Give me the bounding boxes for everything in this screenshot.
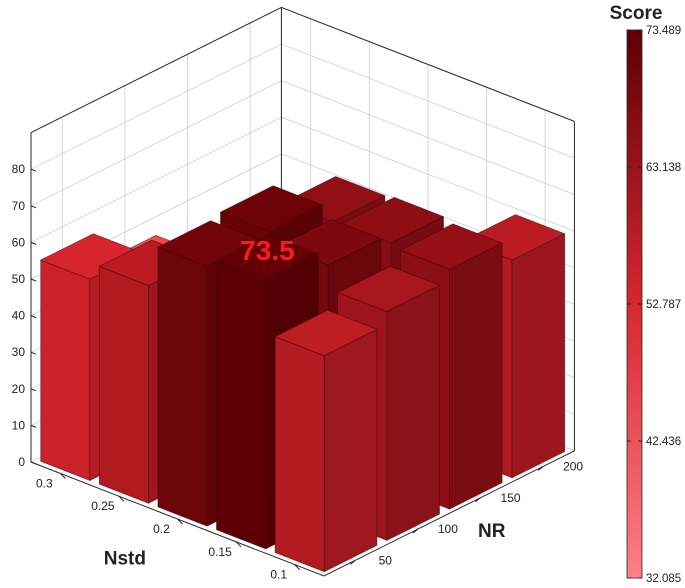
bar-face-front-right	[323, 328, 378, 573]
wall-grid-line	[30, 80, 575, 207]
z-tick-label: 80	[12, 162, 26, 176]
bar-face-front-right	[511, 233, 566, 479]
z-tick-label: 60	[12, 235, 26, 249]
z-tick-label: 40	[12, 309, 26, 323]
z-tick	[30, 168, 37, 172]
plot-area: 73.5 0 10 20 30 40 50 60 70 80 0.1 0.15 0.2 0.25 0.3 Ns…	[12, 6, 583, 582]
nstd-tick-label: 0.25	[91, 499, 115, 513]
z-tick	[30, 205, 37, 209]
z-tick-label: 0	[18, 455, 25, 469]
colorbar-title: Score	[610, 3, 663, 24]
nstd-tick	[59, 473, 66, 479]
peak-annotation: 73.5	[240, 235, 295, 266]
z-tick	[30, 461, 37, 465]
z-tick	[30, 315, 37, 319]
bar-face-top	[399, 223, 503, 270]
bar-nstd-0.1-nr-50	[274, 309, 378, 573]
wall-grid-line	[30, 43, 575, 170]
z-tick	[30, 278, 37, 282]
nstd-tick-label: 0.15	[208, 545, 232, 559]
colorbar-tick-label: 42.436	[646, 436, 681, 448]
nr-tick	[349, 559, 356, 565]
bar-face-front-left	[274, 336, 325, 573]
bar-face-top	[274, 309, 378, 357]
bar-face-front-right	[449, 242, 503, 510]
bar-face-top	[216, 233, 319, 281]
nr-tick	[475, 497, 481, 503]
z-tick-label: 30	[12, 345, 26, 359]
nstd-tick	[118, 495, 125, 502]
z-tick-label: 50	[12, 272, 26, 286]
colorbar-tick-label: 52.787	[646, 299, 681, 311]
z-tick-label: 70	[12, 199, 26, 213]
z-tick-label: 10	[12, 418, 26, 432]
nstd-axis-title: Nstd	[104, 548, 146, 569]
z-tick	[30, 388, 37, 392]
bar-face-front-right	[386, 284, 440, 541]
bar-face-front-left	[40, 259, 91, 481]
nstd-tick-label: 0.2	[153, 522, 170, 536]
colorbar-tick-label: 73.489	[646, 25, 681, 37]
z-tick-label: 20	[12, 382, 26, 396]
nr-tick-label: 50	[379, 553, 393, 567]
bar-face-front-left	[157, 246, 208, 527]
axis-box-outline	[30, 6, 575, 134]
nstd-tick-label: 0.1	[270, 568, 287, 582]
nstd-tick	[294, 564, 301, 570]
nr-tick	[412, 528, 419, 534]
z-tick	[30, 351, 37, 355]
nr-tick-label: 100	[438, 522, 458, 536]
colorbar-tick-label: 63.138	[646, 162, 681, 174]
bar-face-top	[337, 265, 440, 313]
nr-axis-title: NR	[478, 521, 506, 542]
nr-tick-label: 200	[563, 459, 583, 473]
bar-face-front-left	[216, 260, 267, 550]
bar-face-top	[220, 185, 323, 232]
colorbar-tick-label: 32.085	[646, 573, 681, 585]
z-tick	[30, 241, 37, 245]
nr-tick-label: 150	[500, 491, 520, 505]
nstd-tick	[235, 541, 242, 548]
bar-face-front-left	[98, 265, 149, 504]
nr-tick	[537, 466, 544, 471]
nstd-tick	[177, 518, 183, 525]
z-tick	[30, 424, 37, 428]
nstd-tick-label: 0.3	[36, 476, 53, 490]
